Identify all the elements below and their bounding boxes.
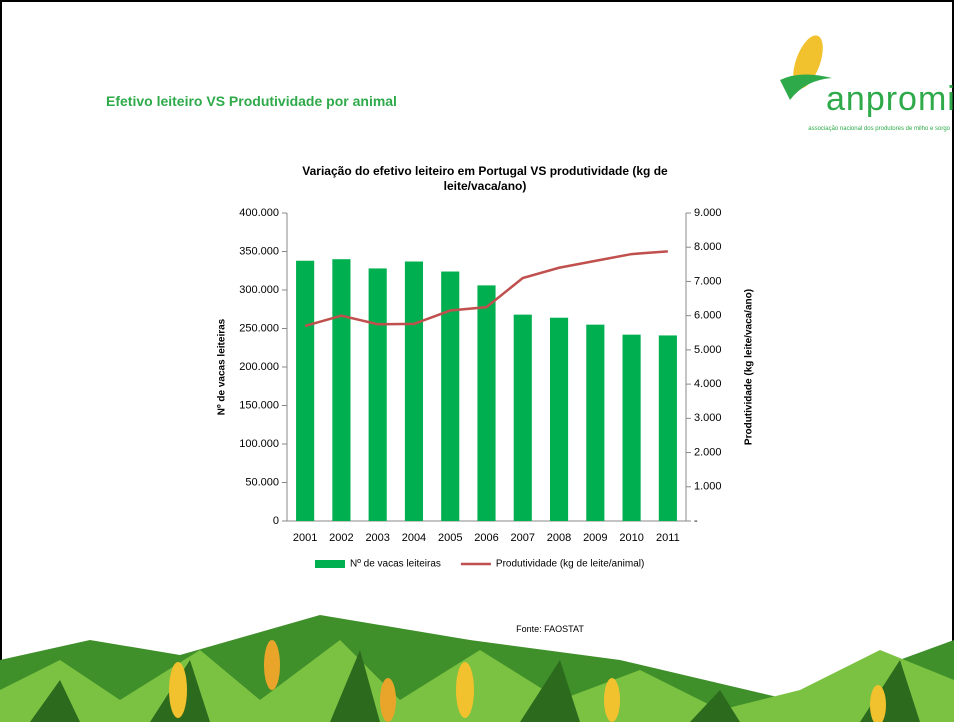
line <box>304 250 668 328</box>
source: Fonte: FAOSTAT <box>516 624 584 634</box>
y2-tick-label: 2.000 <box>694 446 722 458</box>
x-tick-label: 2008 <box>547 532 571 544</box>
corn-field <box>0 615 954 722</box>
bar <box>658 335 677 521</box>
x-tick-label: 2011 <box>656 532 680 544</box>
y2-tick-label: 5.000 <box>694 344 722 356</box>
x-tick-label: 2004 <box>402 532 426 544</box>
x-tick-label: 2001 <box>293 532 317 544</box>
x-tick-label: 2009 <box>583 532 607 544</box>
y2-tick-label: 6.000 <box>694 310 722 322</box>
y-tick-label: 50.000 <box>245 476 279 488</box>
y2-tick-label: 9.000 <box>694 207 722 219</box>
y2-tick-label: 3.000 <box>694 412 722 424</box>
x-tick-label: 2007 <box>511 532 535 544</box>
bar <box>404 261 424 521</box>
y2-tick-label: - <box>694 515 698 527</box>
chart-title: Variação do efetivo leiteiro em Portugal… <box>302 164 668 193</box>
y2-tick-label: 8.000 <box>694 241 722 253</box>
bar <box>296 260 315 521</box>
bar <box>513 314 532 521</box>
y-tick-label: 250.000 <box>239 322 279 334</box>
y-tick-label: 350.000 <box>239 245 279 257</box>
logo-mark <box>780 35 832 100</box>
legend-swatch <box>315 560 345 568</box>
y-tick-label: 300.000 <box>239 284 279 296</box>
x-tick-label: 2002 <box>329 532 353 544</box>
y2-axis-label: Produtividade (kg leite/vaca/ano) <box>744 289 755 445</box>
logo-tagline: associação nacional dos produtores de mi… <box>808 126 950 132</box>
bar <box>549 317 569 521</box>
bar <box>622 334 641 521</box>
bar <box>368 268 387 521</box>
slide-title: Efetivo leiteiro VS Produtividade por an… <box>106 93 397 109</box>
bar <box>441 271 460 521</box>
x-tick-label: 2010 <box>619 532 643 544</box>
x-tick-label: 2006 <box>474 532 498 544</box>
logo-name: anpromis <box>826 80 954 118</box>
bar <box>586 324 605 521</box>
y2-tick-label: 7.000 <box>694 275 722 287</box>
y-tick-label: 0 <box>273 515 279 527</box>
x-tick-label: 2005 <box>438 532 462 544</box>
y-tick-label: 100.000 <box>239 438 279 450</box>
x-tick-label: 2003 <box>365 532 389 544</box>
bar <box>332 259 351 521</box>
legend-label: Produtividade (kg de leite/animal) <box>496 559 644 570</box>
y-tick-label: 400.000 <box>239 207 279 219</box>
bar <box>477 285 496 521</box>
legend-label: Nº de vacas leiteiras <box>350 559 441 570</box>
y2-tick-label: 1.000 <box>694 481 722 493</box>
y-tick-label: 200.000 <box>239 361 279 373</box>
y-axis-label: Nº de vacas leiteiras <box>217 318 228 415</box>
y-tick-label: 150.000 <box>239 399 279 411</box>
y2-tick-label: 4.000 <box>694 378 722 390</box>
